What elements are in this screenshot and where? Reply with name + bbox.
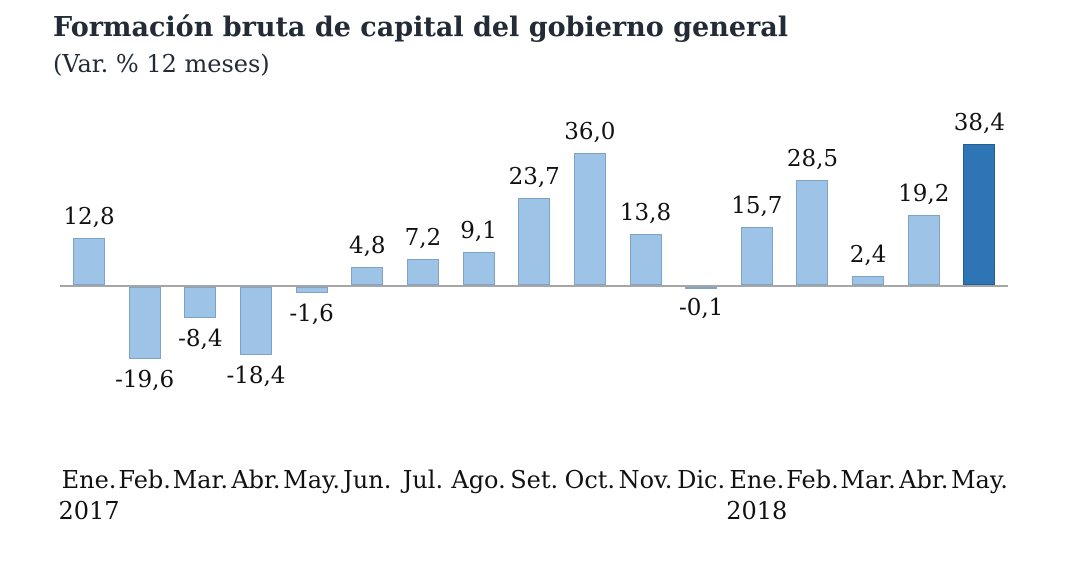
x-axis-month-label: Feb. (786, 466, 839, 494)
bar-value-label: -8,4 (178, 325, 223, 352)
bar-value-label: 38,4 (953, 110, 1005, 137)
bar-value-label: 9,1 (460, 217, 497, 244)
x-axis-year-label: 2018 (726, 497, 788, 525)
bar (796, 180, 829, 285)
x-axis-month-label: Mar. (840, 466, 896, 494)
x-axis-month-label: Set. (510, 466, 559, 494)
bar (740, 227, 773, 285)
bar-value-label: -1,6 (289, 300, 334, 327)
bar-value-label: 36,0 (564, 118, 616, 145)
bar-value-label: 28,5 (786, 146, 839, 173)
x-axis-line (60, 285, 1008, 287)
bar-value-label: -18,4 (226, 362, 286, 389)
bar-value-label: 12,8 (63, 204, 115, 231)
bar-value-label: 15,7 (731, 193, 783, 220)
bar (907, 214, 940, 285)
x-axis-month-label: Abr. (231, 466, 281, 494)
bar-value-label: 7,2 (404, 224, 442, 251)
x-axis-month-label: Oct. (564, 466, 616, 494)
bar (629, 234, 662, 285)
bar-value-label: 19,2 (898, 180, 950, 207)
bar (295, 287, 328, 293)
bar (73, 238, 105, 285)
x-axis-month-label: Feb. (118, 466, 171, 494)
bar (685, 287, 718, 289)
x-axis-month-label: Dic. (677, 466, 726, 494)
x-axis-month-label: May. (283, 466, 341, 494)
bar (462, 251, 495, 285)
bar-value-label: 23,7 (508, 164, 560, 191)
bar (406, 258, 439, 285)
bar (518, 198, 551, 285)
x-axis-year-label: 2017 (58, 497, 120, 525)
bar-value-label: 13,8 (619, 200, 672, 227)
x-axis-month-label: May. (950, 466, 1008, 494)
bar (239, 287, 272, 355)
bar (852, 276, 885, 285)
x-axis-month-label: Mar. (172, 466, 228, 494)
x-axis-month-label: Abr. (899, 466, 949, 494)
bar (573, 152, 606, 285)
x-axis-month-label: Ene. (729, 466, 785, 494)
bar-value-label: -19,6 (115, 366, 175, 393)
chart-subtitle: (Var. % 12 meses) (53, 50, 270, 78)
x-axis-month-label: Jul. (402, 466, 444, 494)
bar-value-label: -0,1 (678, 295, 724, 322)
bar-value-label: 2,4 (849, 242, 887, 269)
bar-highlighted (963, 144, 996, 285)
bar (351, 267, 384, 285)
x-axis-month-label: Ago. (451, 466, 506, 494)
chart-title: Formación bruta de capital del gobierno … (53, 12, 788, 43)
x-axis-month-label: Jun. (343, 466, 392, 494)
x-axis-month-label: Ene. (61, 466, 117, 494)
bar (128, 287, 161, 359)
bar-value-label: 4,8 (348, 233, 386, 260)
x-axis-month-label: Nov. (618, 466, 673, 494)
bar (184, 287, 217, 318)
